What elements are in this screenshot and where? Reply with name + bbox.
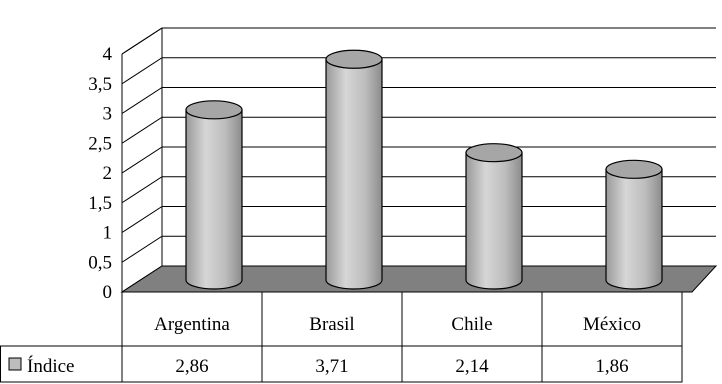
- data-table: Argentina 2,86 Brasil 3,71 Chile 2,14 México 1,…: [0, 291, 683, 383]
- y-tick-label: 2: [103, 163, 113, 184]
- y-tick-label: 1,5: [88, 193, 112, 214]
- bar-top: [465, 143, 523, 163]
- category-label: Brasil: [309, 314, 354, 335]
- bar-top: [605, 159, 663, 179]
- bar: [325, 49, 383, 290]
- y-tick-label: 4: [103, 44, 113, 65]
- legend-label: Índice: [27, 355, 74, 377]
- gridline: [121, 27, 716, 55]
- y-tick-label: 0: [103, 282, 113, 303]
- data-label: 2,14: [455, 356, 489, 377]
- category-label: Chile: [451, 314, 492, 335]
- y-axis-ticks: 0 0,5 1 1,5 2 2,5 3 3,5 4: [88, 44, 112, 303]
- data-label: 1,86: [595, 356, 628, 377]
- y-tick-label: 3: [103, 104, 113, 125]
- category-label: México: [583, 314, 641, 335]
- bars: [185, 49, 663, 290]
- bar: [185, 100, 243, 290]
- bar: [465, 143, 523, 290]
- y-tick-label: 1: [103, 223, 113, 244]
- bar-body: [325, 58, 383, 290]
- gridline: [121, 57, 716, 85]
- legend-swatch: [8, 357, 22, 371]
- gridline: [121, 206, 716, 233]
- gridline: [121, 146, 716, 174]
- bar-body: [465, 152, 523, 290]
- gridline: [121, 116, 716, 144]
- bar-top: [185, 100, 243, 120]
- bar-body: [605, 168, 663, 290]
- gridline: [121, 176, 716, 204]
- category-label: Argentina: [154, 314, 230, 335]
- y-tick-label: 2,5: [88, 133, 112, 154]
- gridline: [121, 87, 716, 114]
- y-tick-label: 0,5: [88, 252, 112, 273]
- bar: [605, 159, 663, 290]
- data-label: 3,71: [315, 356, 348, 377]
- bar-body: [185, 109, 243, 290]
- bar-top: [325, 49, 383, 69]
- gridline: [121, 235, 716, 263]
- y-tick-label: 3,5: [88, 74, 112, 95]
- data-label: 2,86: [175, 356, 208, 377]
